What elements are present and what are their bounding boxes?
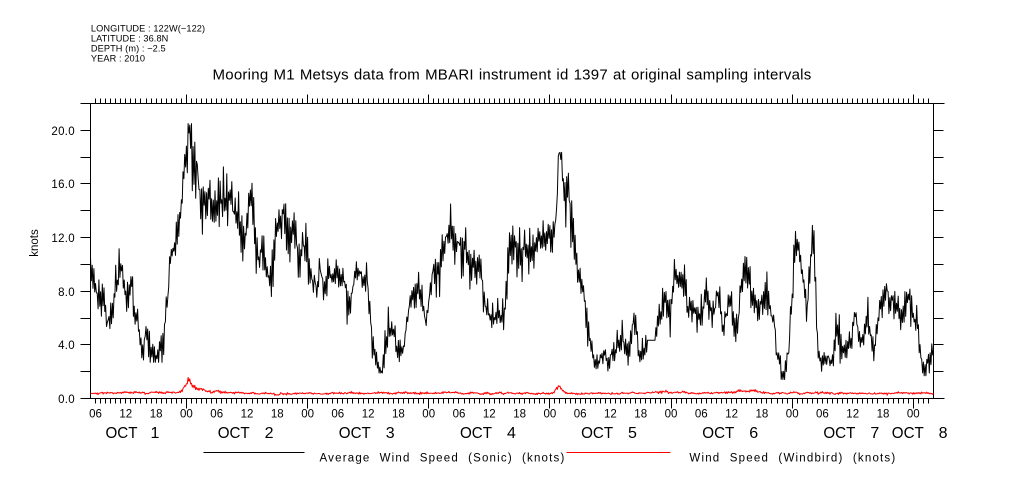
svg-text:06: 06 — [331, 409, 344, 421]
svg-text:06: 06 — [816, 409, 829, 421]
svg-text:18: 18 — [634, 409, 647, 421]
svg-text:5: 5 — [628, 425, 637, 442]
svg-text:00: 00 — [786, 409, 799, 421]
svg-text:7: 7 — [870, 425, 879, 442]
svg-text:06: 06 — [89, 409, 102, 421]
svg-text:Wind Speed (Windbird) (knots): Wind Speed (Windbird) (knots) — [689, 452, 896, 464]
svg-text:0.0: 0.0 — [58, 394, 75, 406]
svg-text:06: 06 — [695, 409, 708, 421]
svg-text:00: 00 — [544, 409, 557, 421]
svg-text:1: 1 — [150, 425, 159, 442]
svg-text:18: 18 — [513, 409, 526, 421]
svg-text:OCT: OCT — [218, 425, 250, 442]
svg-text:18: 18 — [877, 409, 890, 421]
svg-text:16.0: 16.0 — [51, 179, 75, 191]
svg-text:00: 00 — [422, 409, 435, 421]
svg-text:OCT: OCT — [702, 425, 734, 442]
svg-text:12: 12 — [725, 409, 738, 421]
svg-text:2: 2 — [265, 425, 274, 442]
svg-text:12: 12 — [119, 409, 132, 421]
svg-text:OCT: OCT — [892, 425, 924, 442]
svg-text:00: 00 — [301, 409, 314, 421]
svg-text:OCT: OCT — [823, 425, 855, 442]
svg-text:18: 18 — [271, 409, 284, 421]
svg-text:06: 06 — [210, 409, 223, 421]
svg-text:12: 12 — [604, 409, 617, 421]
svg-text:06: 06 — [453, 409, 466, 421]
svg-text:00: 00 — [665, 409, 678, 421]
svg-text:4: 4 — [507, 425, 516, 442]
svg-text:OCT: OCT — [581, 425, 613, 442]
svg-text:18: 18 — [150, 409, 163, 421]
svg-text:DEPTH (m) : −2.5: DEPTH (m) : −2.5 — [91, 44, 166, 54]
svg-text:12: 12 — [846, 409, 859, 421]
svg-text:8: 8 — [939, 425, 948, 442]
svg-text:00: 00 — [907, 409, 920, 421]
svg-text:8.0: 8.0 — [58, 287, 75, 299]
svg-text:LATITUDE : 36.8N: LATITUDE : 36.8N — [91, 34, 169, 44]
svg-text:18: 18 — [392, 409, 405, 421]
svg-text:00: 00 — [180, 409, 193, 421]
svg-text:Average Wind Speed (Sonic) (kn: Average Wind Speed (Sonic) (knots) — [320, 452, 566, 464]
svg-text:LONGITUDE : 122W(−122): LONGITUDE : 122W(−122) — [91, 23, 205, 33]
svg-text:OCT: OCT — [106, 425, 138, 442]
svg-text:12: 12 — [241, 409, 254, 421]
svg-text:18: 18 — [756, 409, 769, 421]
svg-text:12: 12 — [362, 409, 375, 421]
svg-text:OCT: OCT — [460, 425, 492, 442]
svg-text:Mooring M1 Metsys data from MB: Mooring M1 Metsys data from MBARI instru… — [213, 67, 812, 84]
svg-text:3: 3 — [386, 425, 395, 442]
svg-text:12: 12 — [483, 409, 496, 421]
svg-text:6: 6 — [749, 425, 758, 442]
svg-text:12.0: 12.0 — [51, 233, 75, 245]
svg-text:YEAR : 2010: YEAR : 2010 — [91, 53, 145, 63]
svg-text:06: 06 — [574, 409, 587, 421]
svg-text:OCT: OCT — [339, 425, 371, 442]
svg-text:20.0: 20.0 — [51, 126, 75, 138]
svg-text:knots: knots — [29, 229, 41, 257]
svg-text:4.0: 4.0 — [58, 340, 75, 352]
